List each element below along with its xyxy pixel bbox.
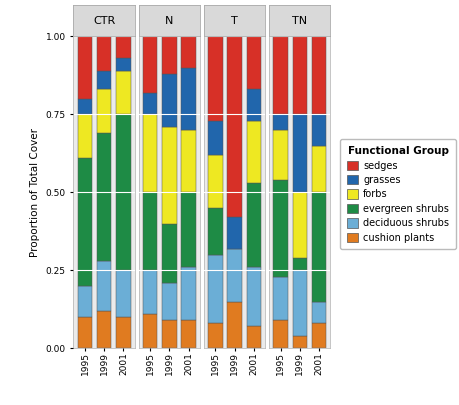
Bar xyxy=(97,36,112,71)
Bar xyxy=(246,90,261,121)
Bar xyxy=(227,36,242,217)
Bar xyxy=(97,261,112,311)
Bar xyxy=(312,192,326,301)
Bar xyxy=(273,320,288,348)
Bar xyxy=(143,93,157,114)
Bar xyxy=(292,258,307,271)
Bar xyxy=(246,267,261,326)
Bar xyxy=(162,224,177,283)
Bar xyxy=(116,36,131,58)
Legend: sedges, grasses, forbs, evergreen shrubs, deciduous shrubs, cushion plants: sedges, grasses, forbs, evergreen shrubs… xyxy=(340,139,456,249)
Bar xyxy=(162,74,177,127)
Bar xyxy=(312,36,326,114)
Bar xyxy=(78,99,92,114)
Bar xyxy=(143,314,157,348)
Bar xyxy=(208,323,223,348)
Bar xyxy=(78,317,92,348)
Bar xyxy=(162,320,177,348)
Bar xyxy=(292,271,307,336)
Bar xyxy=(312,323,326,348)
Bar xyxy=(273,277,288,320)
Bar xyxy=(181,267,196,320)
Bar xyxy=(97,90,112,133)
Bar xyxy=(143,115,157,192)
Bar xyxy=(208,36,223,121)
Bar xyxy=(273,180,288,277)
Bar xyxy=(78,36,92,99)
Y-axis label: Proportion of Total Cover: Proportion of Total Cover xyxy=(30,128,40,257)
Bar xyxy=(292,115,307,192)
Bar xyxy=(273,36,288,114)
Bar xyxy=(116,271,131,317)
Bar xyxy=(273,130,288,180)
Bar xyxy=(97,311,112,348)
Bar xyxy=(208,121,223,155)
Bar xyxy=(181,192,196,267)
Bar xyxy=(246,121,261,183)
Bar xyxy=(312,145,326,192)
Bar xyxy=(97,71,112,90)
Bar xyxy=(292,36,307,114)
Bar xyxy=(227,249,242,301)
Bar xyxy=(181,68,196,130)
Bar xyxy=(292,336,307,348)
Bar xyxy=(78,286,92,317)
Bar xyxy=(208,208,223,255)
Bar xyxy=(78,115,92,158)
Bar xyxy=(181,36,196,68)
Bar xyxy=(116,58,131,71)
Bar xyxy=(246,326,261,348)
Bar xyxy=(143,271,157,314)
Bar xyxy=(246,183,261,267)
Bar xyxy=(208,255,223,323)
Bar xyxy=(116,114,131,271)
Bar xyxy=(162,36,177,74)
Bar xyxy=(312,301,326,323)
Bar xyxy=(97,133,112,261)
Bar xyxy=(181,320,196,348)
Bar xyxy=(162,283,177,320)
Bar xyxy=(312,114,326,145)
Bar xyxy=(227,217,242,249)
Bar xyxy=(143,36,157,93)
Bar xyxy=(246,36,261,90)
Bar xyxy=(116,317,131,348)
Bar xyxy=(78,158,92,286)
Bar xyxy=(273,114,288,130)
Bar xyxy=(143,192,157,271)
Bar xyxy=(162,127,177,224)
Bar xyxy=(116,71,131,114)
Bar xyxy=(292,192,307,258)
Bar xyxy=(208,155,223,208)
Bar xyxy=(227,301,242,348)
Bar xyxy=(181,130,196,192)
